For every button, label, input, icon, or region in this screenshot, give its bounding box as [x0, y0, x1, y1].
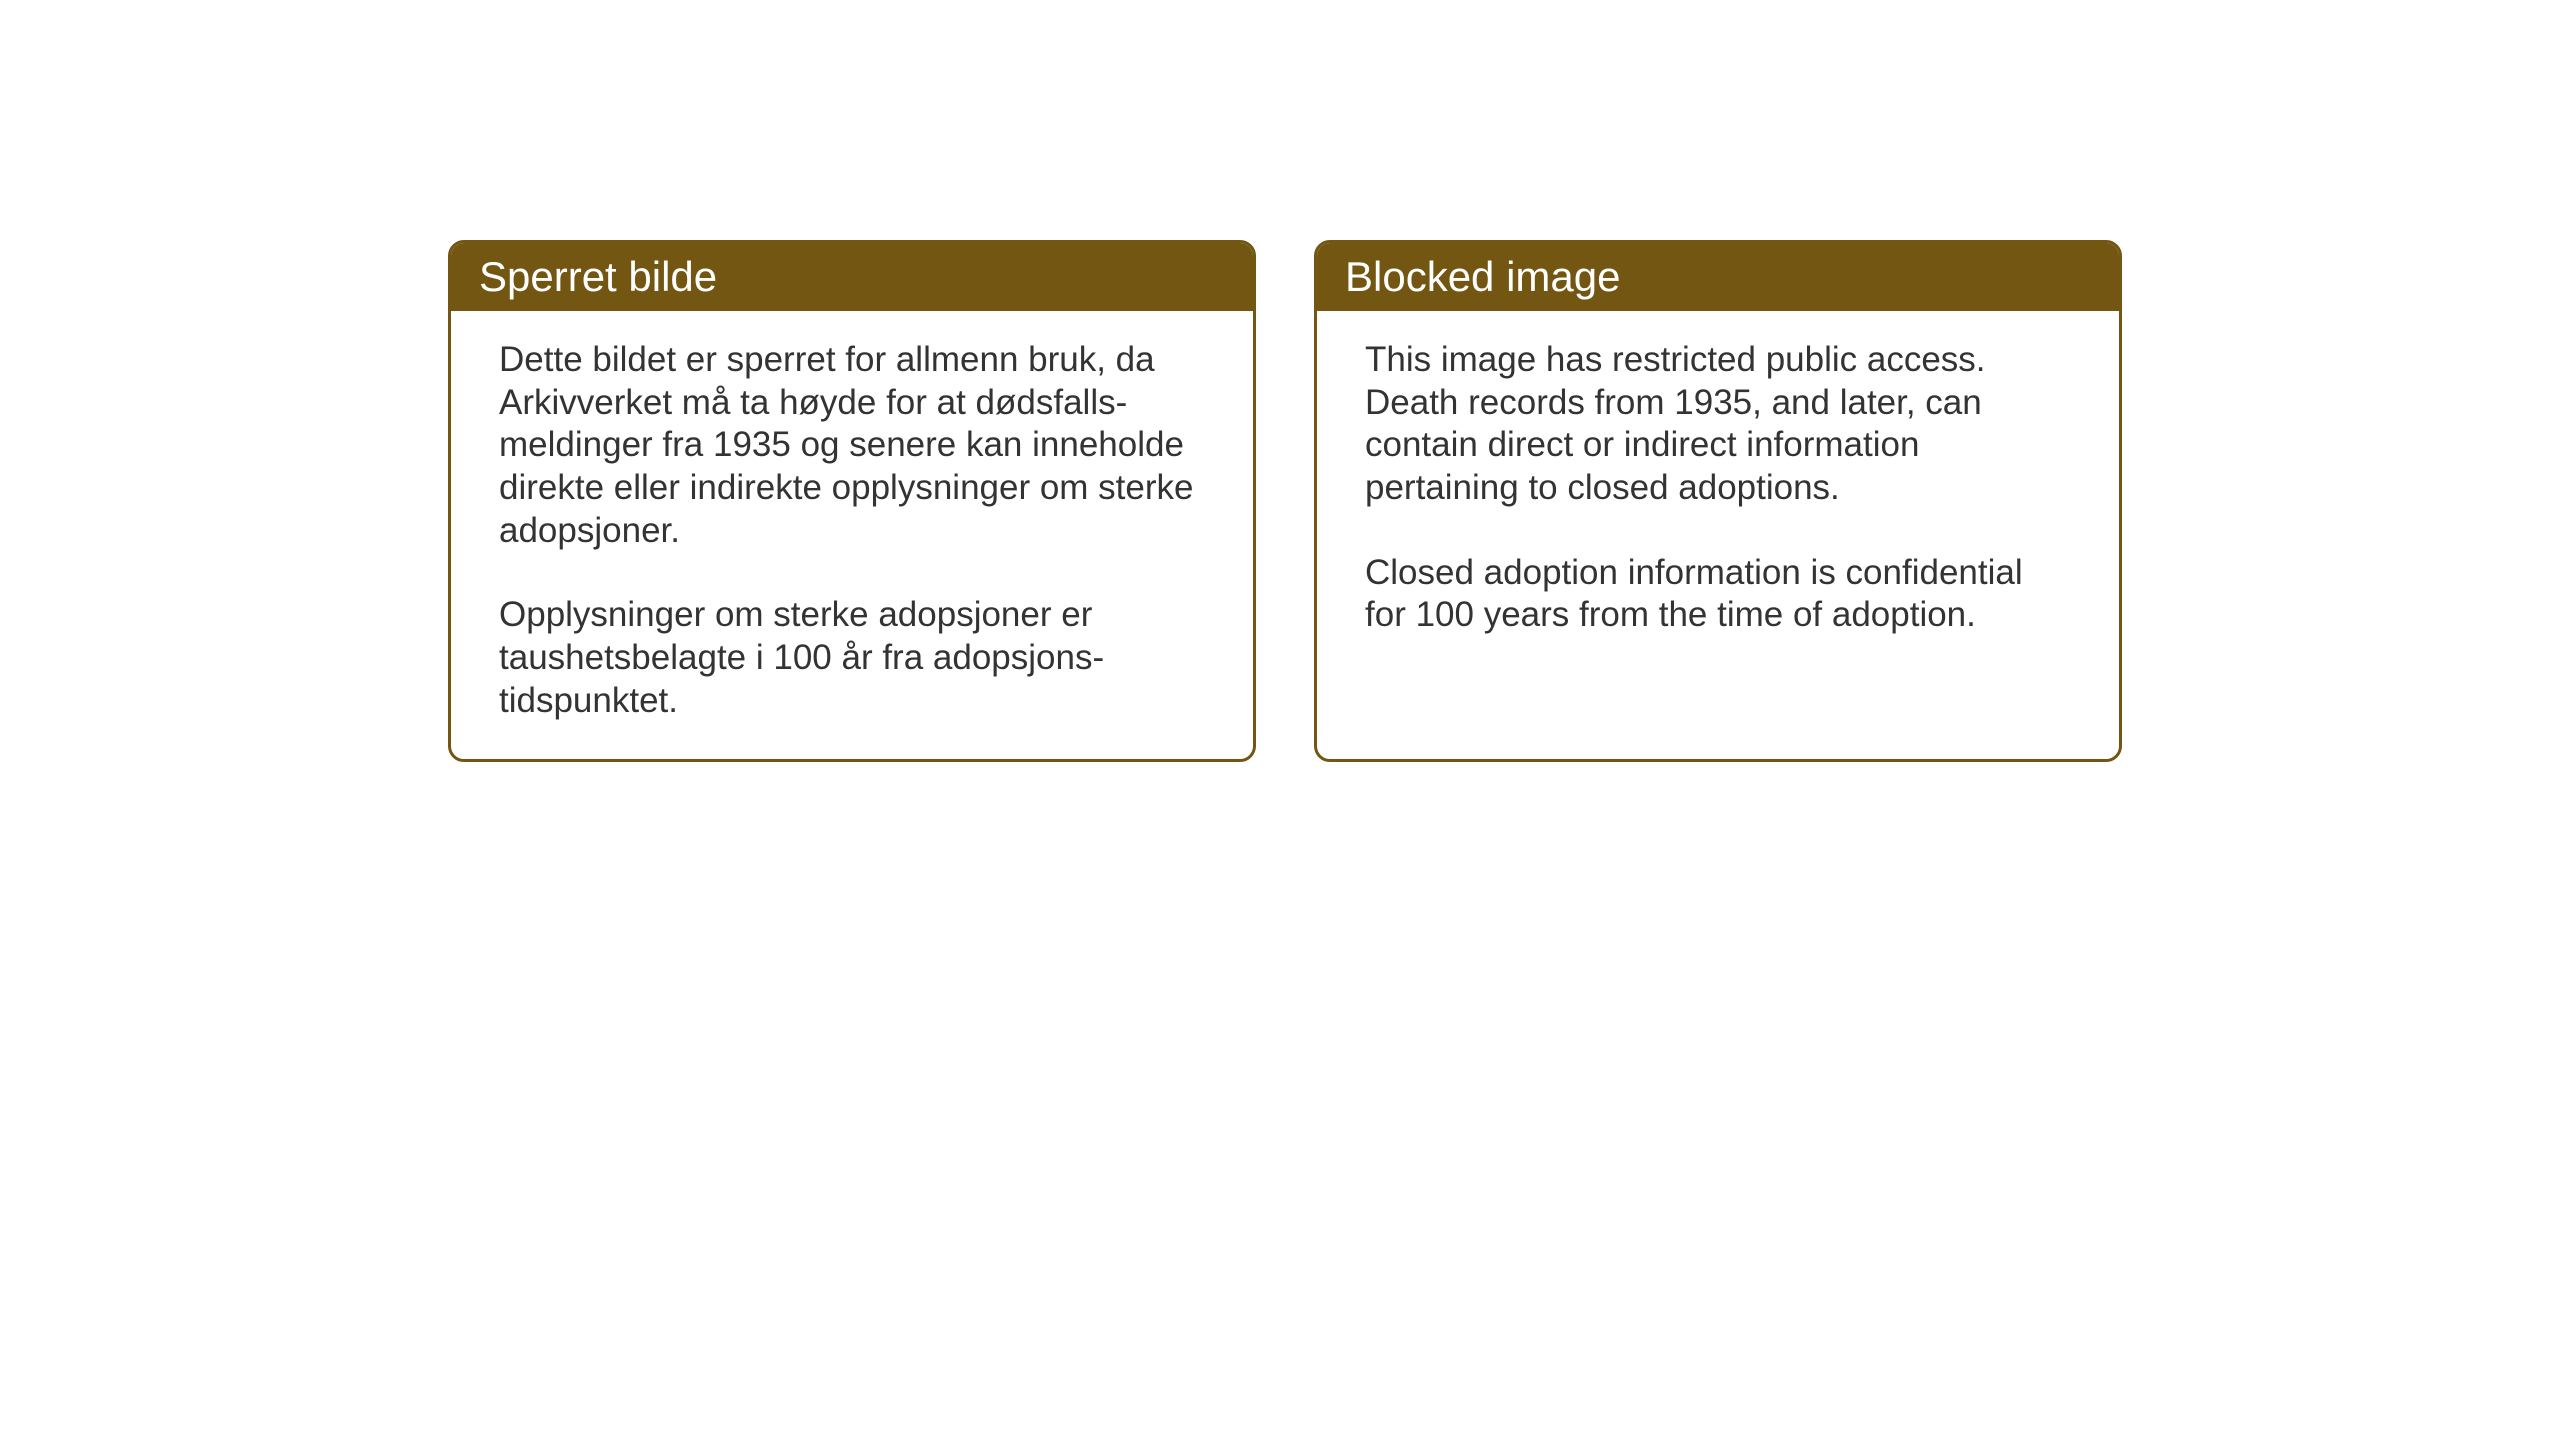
- card-header-norwegian: Sperret bilde: [451, 243, 1253, 311]
- notice-card-english: Blocked image This image has restricted …: [1314, 240, 2122, 762]
- card-title-norwegian: Sperret bilde: [479, 253, 717, 300]
- card-paragraph-norwegian-2: Opplysninger om sterke adopsjoner er tau…: [499, 594, 1205, 722]
- card-body-norwegian: Dette bildet er sperret for allmenn bruk…: [451, 311, 1253, 759]
- card-header-english: Blocked image: [1317, 243, 2119, 311]
- card-title-english: Blocked image: [1345, 253, 1620, 300]
- card-paragraph-english-1: This image has restricted public access.…: [1365, 339, 2071, 510]
- notice-card-norwegian: Sperret bilde Dette bildet er sperret fo…: [448, 240, 1256, 762]
- card-paragraph-english-2: Closed adoption information is confident…: [1365, 552, 2071, 637]
- card-body-english: This image has restricted public access.…: [1317, 311, 2119, 673]
- notice-container: Sperret bilde Dette bildet er sperret fo…: [448, 240, 2122, 762]
- card-paragraph-norwegian-1: Dette bildet er sperret for allmenn bruk…: [499, 339, 1205, 552]
